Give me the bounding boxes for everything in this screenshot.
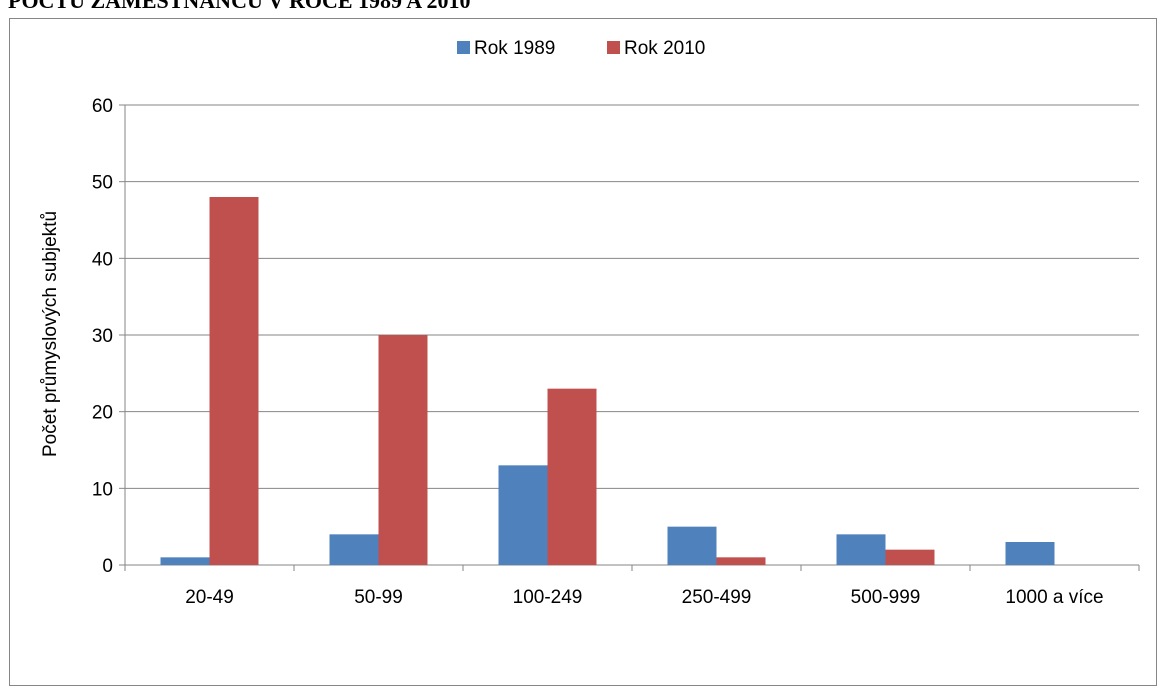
y-axis-label: Počet průmyslových subjektů xyxy=(40,211,61,457)
x-tick-label: 20-49 xyxy=(185,587,234,608)
bar-rok-1989-5 xyxy=(836,534,886,565)
x-tick-label: 500-999 xyxy=(851,587,921,608)
y-tick-label: 20 xyxy=(92,403,113,424)
bar-rok-1989-4 xyxy=(667,526,717,565)
x-tick-label: 250-499 xyxy=(682,587,752,608)
legend-swatch-rok-1989 xyxy=(457,41,470,54)
y-tick-label: 50 xyxy=(92,173,113,194)
x-tick-label: 100-249 xyxy=(513,587,583,608)
bars xyxy=(160,197,1055,565)
page-title: POČTU ZAMĚSTNANCŮ V ROCE 1989 A 2010 xyxy=(8,0,471,13)
legend-label-rok-2010: Rok 2010 xyxy=(624,38,705,59)
bar-rok-2010-3 xyxy=(547,388,597,565)
legend-label-rok-1989: Rok 1989 xyxy=(474,38,555,59)
y-tick-label: 30 xyxy=(92,326,113,347)
bar-rok-2010-1 xyxy=(209,197,259,565)
chart-frame: 0 10 20 30 40 50 60 20-49 50-99 100-249 250-499 500… xyxy=(9,18,1157,686)
tick-labels: 0 10 20 30 40 50 60 20-49 50-99 100-249 250-499 500… xyxy=(92,96,1104,608)
legend: Rok 1989 Rok 2010 xyxy=(457,38,705,59)
axes xyxy=(119,104,1140,571)
bar-rok-1989-2 xyxy=(329,534,379,565)
y-tick-label: 40 xyxy=(92,249,113,270)
legend-swatch-rok-2010 xyxy=(607,41,620,54)
bar-rok-1989-3 xyxy=(498,465,548,565)
bar-chart: 0 10 20 30 40 50 60 20-49 50-99 100-249 250-499 500… xyxy=(40,38,1140,608)
bar-rok-2010-4 xyxy=(716,557,766,565)
bar-rok-1989-6 xyxy=(1005,542,1055,565)
y-tick-label: 0 xyxy=(102,556,113,577)
bar-rok-2010-5 xyxy=(885,549,935,565)
bar-rok-2010-2 xyxy=(378,335,428,565)
y-tick-label: 10 xyxy=(92,479,113,500)
gridlines xyxy=(125,104,1139,489)
y-tick-label: 60 xyxy=(92,96,113,117)
bar-rok-1989-1 xyxy=(160,557,210,565)
x-tick-label: 1000 a více xyxy=(1005,587,1103,608)
x-tick-label: 50-99 xyxy=(354,587,403,608)
